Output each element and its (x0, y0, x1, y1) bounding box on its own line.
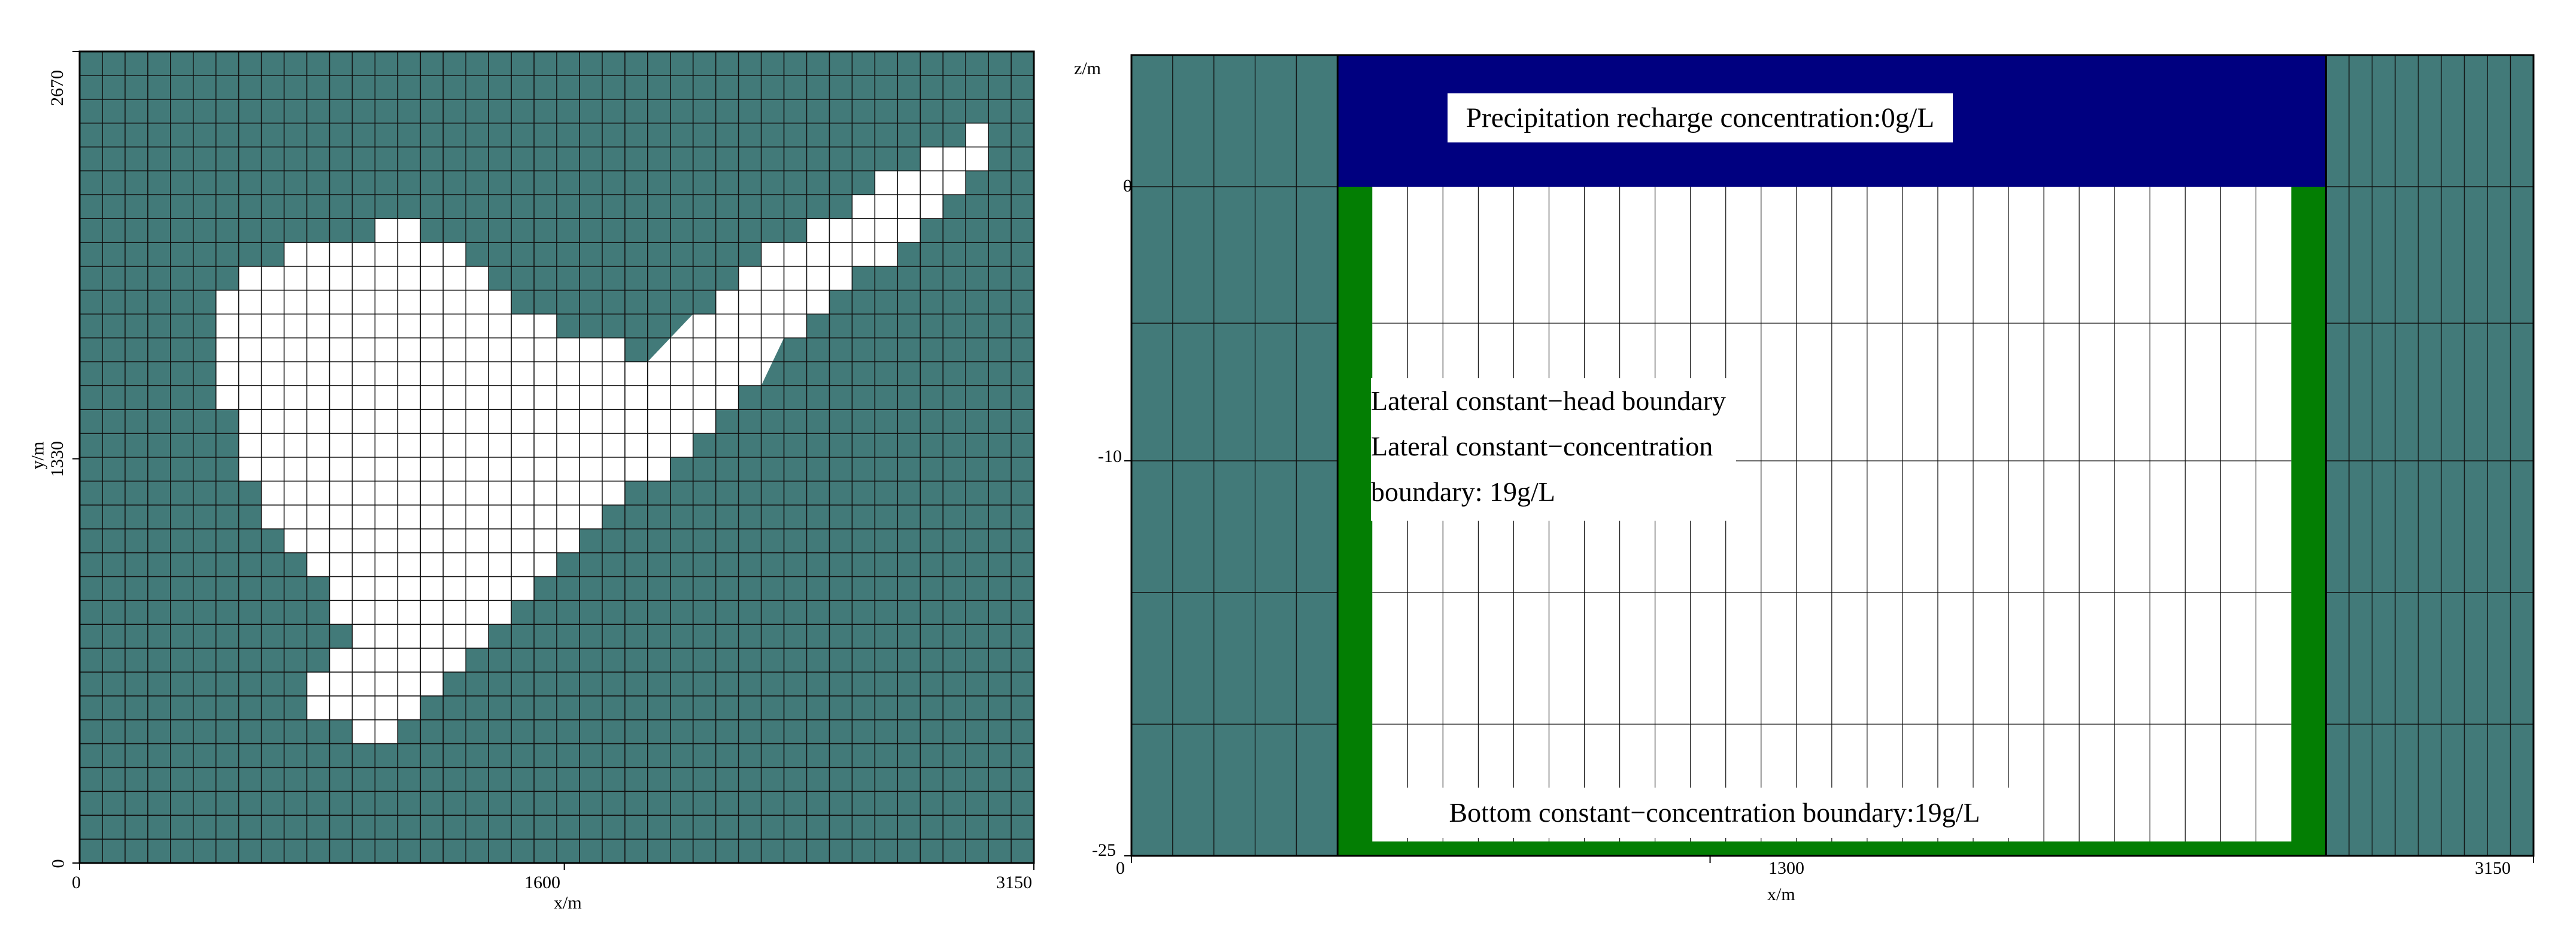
plan-view-frame (78, 50, 1035, 864)
left-x-tick-1600: 1600 (524, 873, 560, 892)
left-y-axis-title: y/m (28, 441, 48, 470)
lateral-boundary-label: Lateral constant−head boundary Lateral c… (1371, 378, 1736, 521)
right-x-axis-title: x/m (1767, 885, 1795, 904)
lateral-boundary-line-1: Lateral constant−head boundary (1371, 385, 1727, 416)
bottom-boundary-label: Bottom constant−concentration boundary:1… (1392, 788, 2037, 838)
right-x-tick-0: 0 (1116, 858, 1125, 878)
cross-section-grid (1124, 54, 2535, 863)
right-x-tick-3150: 3150 (2475, 858, 2511, 878)
inactive-zone-right (2326, 55, 2533, 856)
right-y-tick-0: 0 (1123, 176, 1132, 196)
cross-section-panel: z/m 0 -10 -25 0 1300 3150 x/m Precipitat… (1054, 0, 2576, 951)
left-y-tick-1330: 1330 (47, 441, 67, 477)
inactive-zone-left (1131, 55, 1338, 856)
model-domain-frame (1336, 54, 2327, 857)
right-y-axis-title: z/m (1074, 59, 1101, 78)
left-x-axis-title: x/m (554, 893, 582, 913)
right-x-tick-1300: 1300 (1768, 858, 1804, 878)
right-y-tick-minus25: -25 (1092, 840, 1116, 860)
left-x-tick-3150: 3150 (996, 873, 1032, 892)
recharge-boundary-label: Precipitation recharge concentration:0g/… (1448, 93, 1953, 142)
lateral-boundary-line-2: Lateral constant−concentration (1371, 431, 1713, 461)
plan-view-grid (72, 50, 1035, 870)
right-y-tick-minus10: -10 (1098, 446, 1122, 466)
left-y-tick-0: 0 (48, 859, 68, 868)
lateral-boundary-line-3: boundary: 19g/L (1371, 476, 1555, 507)
left-y-tick-2670: 2670 (47, 70, 67, 106)
left-x-tick-0: 0 (72, 873, 81, 892)
bottom-boundary-text: Bottom constant−concentration boundary:1… (1449, 797, 1980, 828)
plan-view-panel: 2670 1330 0 y/m 0 1600 3150 x/m (0, 0, 1054, 951)
recharge-boundary-text: Precipitation recharge concentration:0g/… (1466, 102, 1935, 133)
